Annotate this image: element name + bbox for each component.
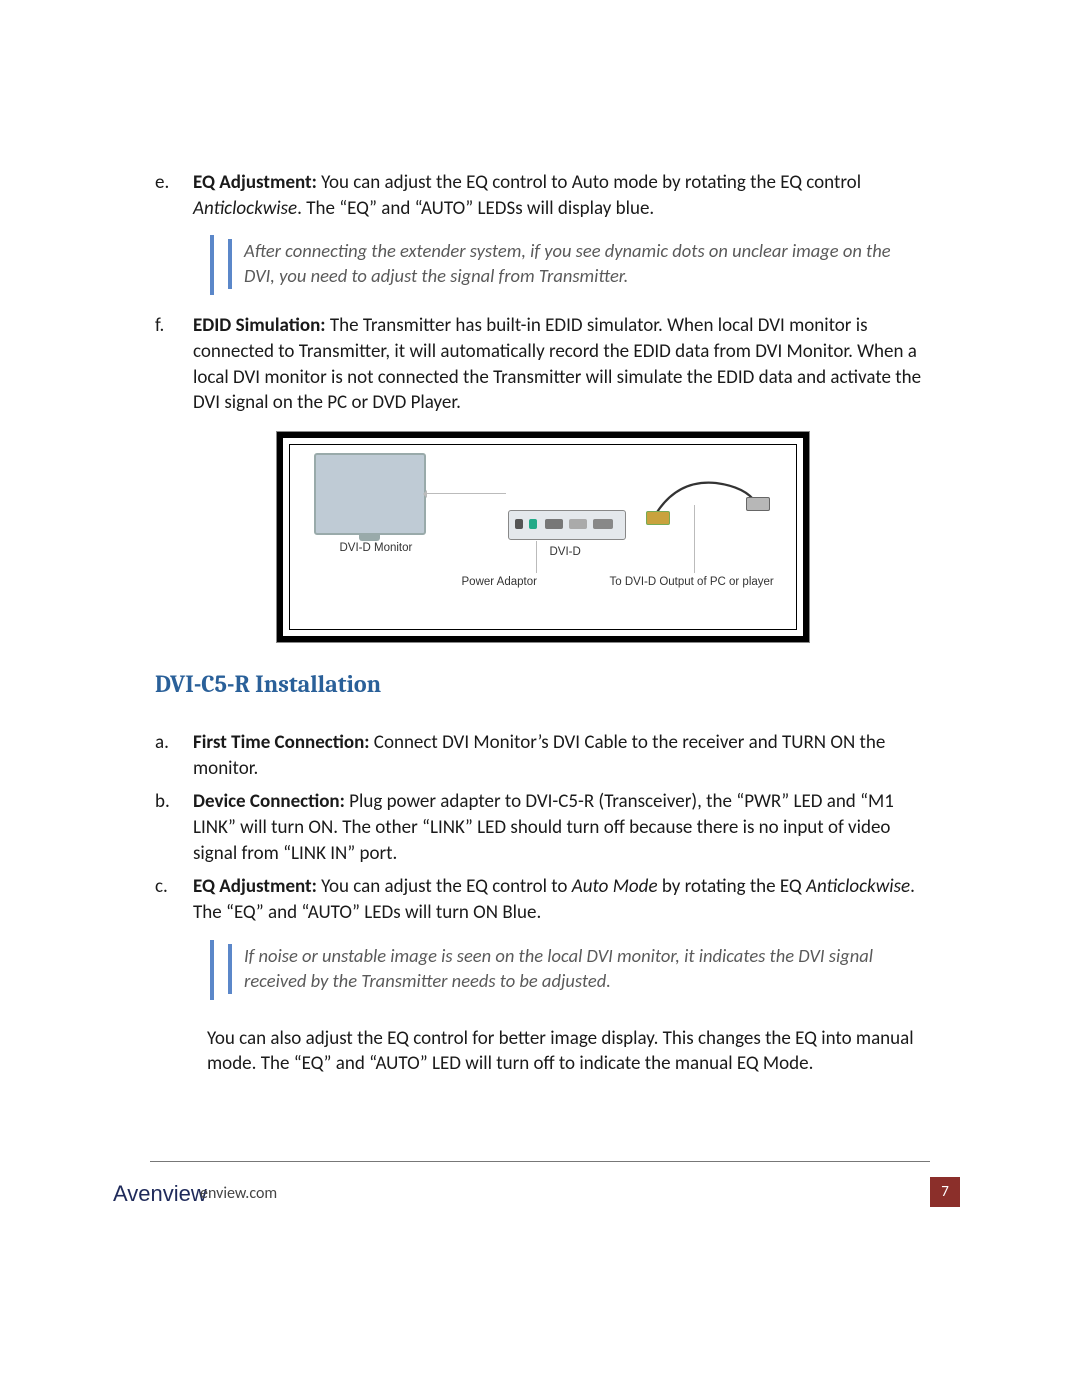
list-body: EQ Adjustment: You can adjust the EQ con…	[193, 874, 930, 925]
callout-note: After connecting the extender system, if…	[210, 235, 930, 295]
list-body: EDID Simulation: The Transmitter has bui…	[193, 313, 930, 416]
list-marker: f.	[155, 313, 193, 416]
cable-icon	[646, 473, 766, 533]
item-title: EDID Simulation:	[193, 314, 326, 337]
footer-divider	[150, 1161, 930, 1162]
callout-note: If noise or unstable image is seen on th…	[210, 940, 930, 1000]
item-text: You can adjust the EQ control to	[317, 875, 572, 898]
item-italic: Anticlockwise	[806, 875, 910, 898]
callout-text: After connecting the extender system, if…	[244, 239, 912, 289]
list-item-b: b. Device Connection: Plug power adapter…	[155, 789, 930, 866]
diagram-inner: DVI-D Monitor DVI-D Power Adaptor To D	[289, 444, 797, 630]
item-italic: Anticlockwise	[193, 197, 297, 220]
list-marker: b.	[155, 789, 193, 866]
item-title: First Time Connection:	[193, 731, 370, 754]
item-text: You can adjust the EQ control to Auto mo…	[317, 171, 861, 194]
list-body: EQ Adjustment: You can adjust the EQ con…	[193, 170, 930, 221]
item-title: Device Connection:	[193, 790, 345, 813]
item-text: . The “EQ” and “AUTO” LEDSs will display…	[297, 197, 654, 220]
connection-diagram: DVI-D Monitor DVI-D Power Adaptor To D	[277, 432, 809, 642]
arrow-icon	[426, 493, 506, 494]
item-text: by rotating the EQ	[658, 875, 806, 898]
list-item-a: a. First Time Connection: Connect DVI Mo…	[155, 730, 930, 781]
footer-domain: enview.com	[200, 1183, 277, 1205]
list-body: Device Connection: Plug power adapter to…	[193, 789, 930, 866]
brand-text: Avenview	[113, 1181, 207, 1206]
item-italic: Auto Mode	[572, 875, 658, 898]
callout-text: If noise or unstable image is seen on th…	[244, 944, 912, 994]
monitor-icon	[314, 453, 426, 535]
document-page: e. EQ Adjustment: You can adjust the EQ …	[0, 0, 1080, 1397]
paragraph: You can also adjust the EQ control for b…	[207, 1026, 930, 1077]
list-marker: a.	[155, 730, 193, 781]
list-item-c: c. EQ Adjustment: You can adjust the EQ …	[155, 874, 930, 925]
connector-line	[536, 541, 537, 573]
connector-line	[694, 505, 695, 573]
device-label: DVI-D	[550, 545, 581, 561]
list-item-f: f. EDID Simulation: The Transmitter has …	[155, 313, 930, 416]
item-title: EQ Adjustment:	[193, 171, 317, 194]
section-heading: DVI-C5-R Installation	[155, 668, 930, 700]
page-number: 7	[930, 1177, 960, 1207]
cable-label: To DVI-D Output of PC or player	[610, 575, 774, 591]
list-marker: e.	[155, 170, 193, 221]
list-body: First Time Connection: Connect DVI Monit…	[193, 730, 930, 781]
list-item-e: e. EQ Adjustment: You can adjust the EQ …	[155, 170, 930, 221]
monitor-label: DVI-D Monitor	[340, 541, 413, 557]
brand-logo: Avenview	[113, 1179, 207, 1209]
power-label: Power Adaptor	[462, 575, 537, 591]
page-footer: Avenview enview.com 7	[0, 1177, 1080, 1211]
transmitter-icon	[508, 510, 626, 540]
list-marker: c.	[155, 874, 193, 925]
item-title: EQ Adjustment:	[193, 875, 317, 898]
